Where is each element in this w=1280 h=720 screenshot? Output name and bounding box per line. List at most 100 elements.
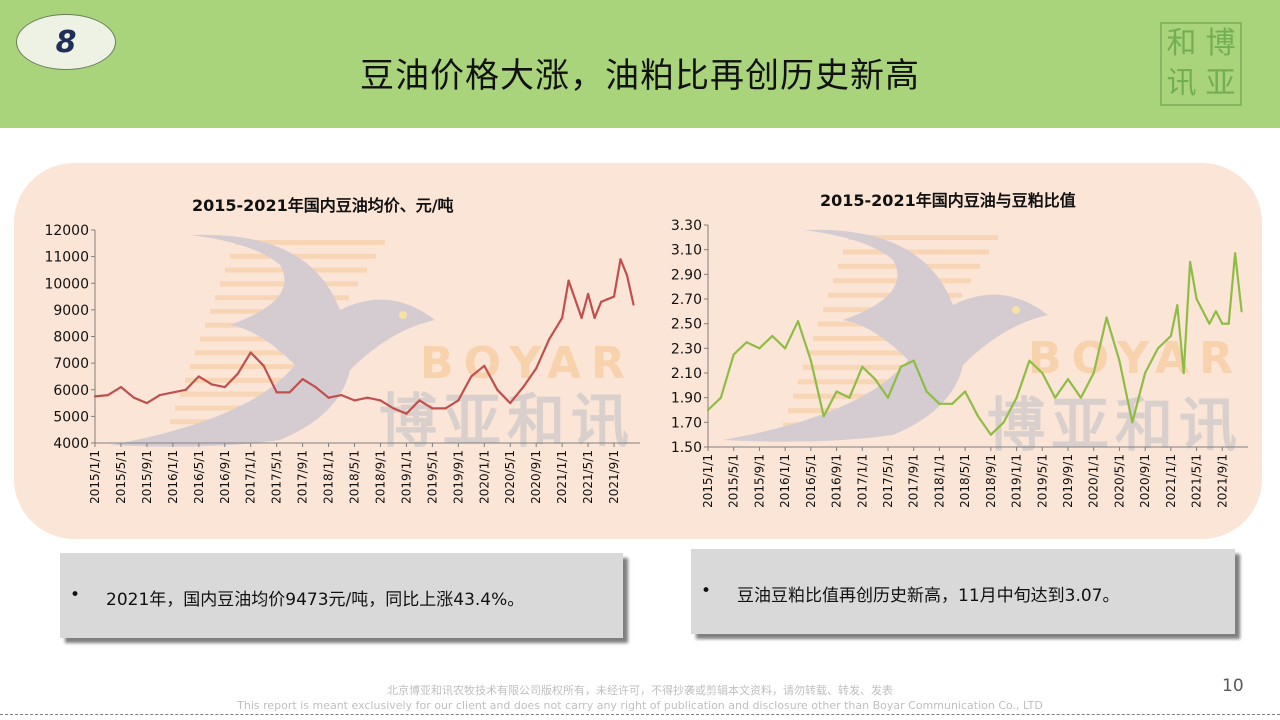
data-point xyxy=(632,303,635,306)
y-tick-label: 3.30 xyxy=(671,218,702,234)
data-point xyxy=(223,385,226,389)
watermark-boyar-text: BOYAR xyxy=(1028,333,1243,384)
watermark-bird-eye xyxy=(1012,306,1020,314)
data-point xyxy=(1195,297,1198,301)
oil-meal-ratio-chart: BOYAR 博亚和讯 3.30 3.10 2.90 2.70 2.50 2.30 2.10 1.9… xyxy=(671,218,1248,508)
data-point xyxy=(1002,421,1005,424)
data-point xyxy=(938,402,941,405)
data-point xyxy=(93,395,97,398)
data-point xyxy=(145,401,149,405)
data-point xyxy=(548,338,551,341)
y-tick-label: 12000 xyxy=(44,223,89,239)
data-point xyxy=(522,385,525,389)
data-point xyxy=(509,401,512,405)
data-point xyxy=(1227,322,1230,325)
watermark-stripe xyxy=(848,235,998,240)
data-point xyxy=(470,375,473,378)
y-tick-label: 9000 xyxy=(53,303,89,319)
y-tick-label: 6000 xyxy=(53,383,89,399)
data-point xyxy=(171,391,174,394)
data-point xyxy=(1105,316,1108,319)
x-tick-label: 2019/9/1 xyxy=(1061,454,1075,508)
y-tick-label: 11000 xyxy=(44,250,89,266)
x-tick-label: 2017/5/1 xyxy=(270,450,284,504)
data-point xyxy=(353,399,356,402)
data-point xyxy=(719,396,722,399)
slide-title: 豆油价格大涨，油粕比再创历史新高 xyxy=(360,56,920,96)
watermark-stripe xyxy=(180,391,286,397)
data-point xyxy=(366,396,369,399)
data-point xyxy=(301,378,304,381)
data-point xyxy=(431,407,434,410)
y-tick-label: 4000 xyxy=(53,436,89,452)
logo-char: 讯 xyxy=(1166,66,1197,101)
x-tick-label: 2018/9/1 xyxy=(373,450,387,504)
data-point xyxy=(236,372,239,375)
x-tick-label: 2021/1/1 xyxy=(1164,454,1178,508)
data-point xyxy=(586,292,590,295)
x-tick-label: 2020/1/1 xyxy=(477,450,491,504)
y-tick-label: 2.50 xyxy=(671,317,702,333)
data-point xyxy=(197,375,200,378)
data-point xyxy=(379,399,382,402)
x-tick-label: 2021/5/1 xyxy=(581,450,595,504)
data-point xyxy=(561,316,564,319)
data-point xyxy=(392,407,395,410)
data-point xyxy=(262,364,265,367)
x-tick-label: 2019/5/1 xyxy=(1035,454,1049,508)
x-tick-label: 2017/1/1 xyxy=(244,450,258,504)
note-text-price: 2021年，国内豆油均价9473元/吨，同比上涨43.4%。 xyxy=(106,590,525,610)
data-point xyxy=(119,385,123,389)
data-point xyxy=(619,258,622,261)
x-tick-label: 2018/5/1 xyxy=(348,450,362,504)
x-tick-label: 2018/9/1 xyxy=(984,454,998,508)
data-point xyxy=(758,347,761,350)
data-point xyxy=(327,396,330,399)
data-point xyxy=(1221,322,1224,325)
watermark-stripe xyxy=(190,364,304,370)
x-tick-label: 2015/5/1 xyxy=(727,454,741,508)
bullet-marker: • xyxy=(70,585,81,605)
data-point xyxy=(1041,371,1044,375)
x-tick-label: 2018/5/1 xyxy=(958,454,972,508)
data-point xyxy=(1189,260,1192,264)
x-tick-label: 2015/9/1 xyxy=(140,450,154,504)
y-tick-label: 7000 xyxy=(53,356,89,372)
data-point xyxy=(275,391,278,394)
x-tick-label: 2020/9/1 xyxy=(529,450,543,504)
x-tick-label: 2017/9/1 xyxy=(296,450,310,504)
logo-char: 亚 xyxy=(1205,66,1236,101)
data-point xyxy=(925,390,928,393)
data-point xyxy=(405,412,408,415)
data-point xyxy=(1092,371,1095,375)
x-tick-label: 2015/9/1 xyxy=(752,454,766,508)
copyright-en: This report is meant exclusively for our… xyxy=(237,699,1043,712)
boyar-seal-logo: 和 博 讯 亚 xyxy=(1160,22,1242,106)
watermark-stripe xyxy=(230,253,376,259)
data-point xyxy=(1131,421,1134,424)
slide-number-badge: 8 xyxy=(16,14,116,70)
data-point xyxy=(732,353,735,356)
data-point xyxy=(1054,396,1057,399)
data-point xyxy=(612,295,616,298)
x-tick-label: 2018/1/1 xyxy=(932,454,946,508)
logo-char: 和 xyxy=(1166,26,1197,61)
watermark-stripe xyxy=(798,379,908,385)
data-point xyxy=(1156,347,1160,350)
x-tick-label: 2018/1/1 xyxy=(322,450,336,504)
data-point xyxy=(1015,396,1018,399)
data-point xyxy=(567,279,570,282)
x-tick-label: 2021/9/1 xyxy=(607,450,621,504)
x-tick-label: 2021/9/1 xyxy=(1215,454,1229,508)
data-point xyxy=(1028,359,1031,362)
data-point xyxy=(106,393,110,397)
data-point xyxy=(886,396,890,399)
y-tick-label: 2.90 xyxy=(671,267,702,283)
x-tick-label: 2019/5/1 xyxy=(425,450,439,504)
data-point xyxy=(822,415,825,418)
x-tick-label: 2016/5/1 xyxy=(192,450,206,504)
y-tick-label: 2.30 xyxy=(671,341,702,357)
data-point xyxy=(314,385,317,389)
